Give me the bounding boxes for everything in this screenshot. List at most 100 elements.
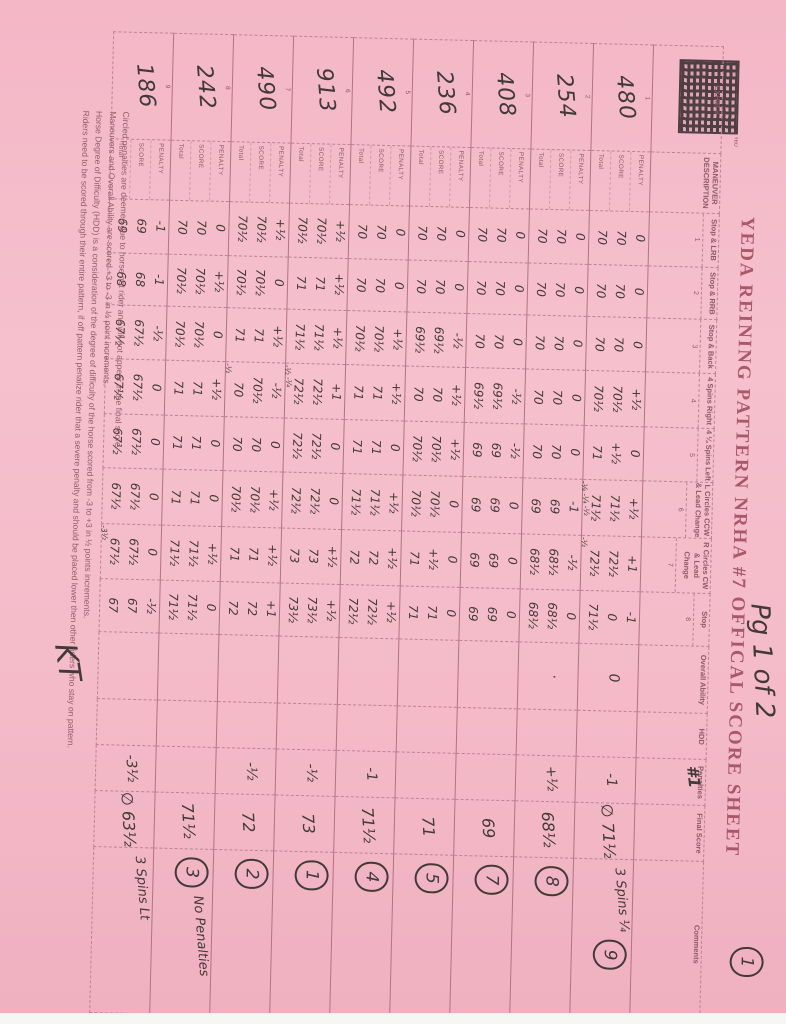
maneuver-4-score-cell: -½ 69½ 69½: [464, 367, 526, 425]
maneuver-7-score-cell: -½ 68½ 68½: [520, 533, 582, 591]
col-header-maneuver-1: Stop & LRB 1: [648, 211, 720, 268]
hdd-cell: [156, 700, 218, 748]
maneuver-5-score-cell: 0 72½ 72½: [282, 418, 345, 474]
sheet-title: YEDA REINING PATTERN NRHA #7 OFFICAL SCO…: [721, 216, 758, 858]
maneuver-6-score-cell: 0 69 69: [461, 476, 523, 534]
maneuver-1-score-cell: 0 70 70: [528, 208, 590, 264]
col-header-final-score: Final Score: [633, 803, 705, 862]
col-header-maneuver-description: MANEUVER DESCRIPTION: [649, 151, 721, 214]
maneuver-2-score-cell: +½ 71 71: [286, 256, 349, 311]
maneuver-3-score-cell: +½ 70½ 70½: [345, 310, 407, 367]
final-score-cell: 71½: [153, 792, 216, 850]
overall-ability-cell: [217, 634, 279, 704]
overall-ability-cell: [157, 632, 219, 702]
hdd-cell: [576, 710, 638, 759]
maneuver-1-score-cell: 0 70 70: [348, 204, 410, 260]
maneuver-4-score-cell: +½ 70½ 70½: [584, 370, 646, 427]
penalties-cell: -1: [335, 750, 397, 799]
col-header-maneuver-5: 4 ¼ Spins Left 5: [642, 426, 715, 483]
row-labels-cell: PENALTY SCORE Total: [469, 147, 531, 209]
col-header-maneuver-8: Stop 8: [638, 591, 711, 647]
maneuver-7-score-cell: +½ 73 73: [280, 527, 342, 585]
exhibitor-number-cell: 5 492: [350, 37, 414, 146]
maneuver-8-score-cell: 0 69 69: [458, 587, 521, 642]
maneuver-4-score-cell: -½ 70½ 70 -½: [224, 361, 286, 419]
maneuver-5-score-cell: 0 70 70: [222, 416, 285, 473]
row-labels-cell: PENALTY SCORE Total: [529, 148, 591, 211]
overall-ability-cell: 0: [577, 642, 639, 713]
col-header-hdd: HDD: [636, 712, 708, 760]
maneuver-3-score-cell: 0 70 70: [585, 316, 647, 373]
maneuver-8-score-cell: +½ 72½ 72½: [338, 584, 401, 639]
comments-cell: 7: [449, 855, 514, 1023]
hdd-cell: [396, 706, 458, 754]
maneuver-5-score-cell: 0 70 70: [522, 424, 585, 480]
maneuver-5-score-cell: 0 71 71: [342, 419, 405, 475]
maneuver-6-score-cell: 0 72½ 72½: [281, 472, 343, 530]
overall-ability-cell: [337, 637, 399, 707]
col-header-maneuver-6: L Circles CCW & Lead Change 6: [641, 480, 713, 539]
maneuver-5-score-cell: +½ 70½ 70½: [402, 421, 465, 477]
page-note: Pg 1 of 2: [744, 602, 780, 720]
col-header-maneuver-3: Stop & Back 3: [645, 318, 717, 374]
final-score-cell: 68½: [513, 801, 575, 859]
maneuver-6-score-cell: -1 69 69: [521, 477, 583, 536]
col-header-penalties: Penalties #1: [634, 758, 707, 806]
maneuver-3-score-cell: -½ 69½ 69½: [405, 312, 467, 368]
maneuver-7-score-cell: +½ 71 71: [220, 526, 282, 583]
maneuver-8-score-cell: 0 68½ 68½: [518, 588, 581, 643]
final-score-cell: 73: [273, 795, 336, 853]
maneuver-1-score-cell: 0 70 70: [168, 199, 230, 256]
maneuver-1-score-cell: +½ 70½ 70½: [228, 201, 290, 257]
maneuver-7-score-cell: 0 69 69: [460, 532, 522, 589]
hdd-cell: [336, 704, 398, 753]
hdd-cell: [516, 709, 578, 757]
exhibitor-number-cell: 8 242: [171, 33, 234, 142]
maneuver-4-score-cell: +1 72½ 72½ -½ -¼: [283, 363, 346, 420]
overall-ability-cell: [397, 638, 459, 708]
maneuver-1-score-cell: +½ 70½ 70½: [288, 202, 350, 259]
maneuver-8-score-cell: +1 72 72: [218, 581, 281, 636]
exhibitor-number-cell: 2 254: [530, 42, 594, 151]
maneuver-7-score-cell: +½ 71½ 71½: [160, 524, 222, 582]
row-labels-cell: PENALTY SCORE Total: [589, 150, 651, 212]
hdd-cell: [276, 703, 338, 751]
maneuver-8-score-cell: -1 0 71½: [578, 590, 641, 645]
maneuver-4-score-cell: +½ 70 70: [404, 366, 466, 423]
penalties-cell: [155, 746, 217, 794]
comments-cell: 1: [269, 851, 334, 1019]
maneuver-5-score-cell: -½ 69 69: [462, 422, 525, 478]
maneuver-6-score-cell: +½ 70½ 70½: [221, 470, 283, 528]
comments-cell: 4: [329, 852, 394, 1020]
hdd-cell: [216, 701, 278, 750]
maneuver-2-score-cell: 0 70 70: [346, 258, 409, 313]
penalties-cell: [395, 752, 457, 800]
maneuver-7-score-cell: 0 +½ 71: [400, 530, 462, 588]
row-labels-cell: PENALTY SCORE Total: [349, 144, 411, 206]
final-score-cell: ∅ 71½: [573, 802, 635, 860]
row-labels-cell: PENALTY SCORE Total: [409, 145, 471, 208]
maneuver-2-score-cell: +½ 70½ 70½: [166, 253, 229, 309]
row-labels-cell: PENALTY SCORE Total: [169, 139, 232, 202]
final-score-cell: 72: [213, 793, 276, 852]
maneuver-1-score-cell: 0 70 70: [468, 207, 530, 263]
row-labels-cell: PENALTY SCORE Total: [289, 142, 351, 205]
maneuver-6-score-cell: 0 71 71: [161, 469, 223, 527]
maneuver-2-score-cell: 0 70 70: [466, 261, 529, 316]
penalties-cell: -½: [275, 749, 337, 797]
maneuver-1-score-cell: 0 70 70: [408, 205, 470, 262]
row-labels-cell: PENALTY SCORE Total: [229, 141, 292, 203]
maneuver-5-score-cell: 0 +½ 71: [582, 425, 645, 481]
comments-cell: 2: [209, 849, 274, 1017]
maneuver-1-score-cell: 0 70 70: [588, 210, 650, 266]
exhibitor-number-cell: 1 480: [590, 43, 654, 152]
maneuver-2-score-cell: 0 70 70: [526, 262, 589, 317]
final-score-cell: 71: [393, 798, 456, 856]
maneuver-3-score-cell: +½ 71½ 71½: [285, 309, 347, 365]
col-header-comments: Comments: [629, 859, 704, 1024]
page-number-circled: 1: [729, 946, 764, 978]
comments-cell: 8: [509, 856, 574, 1024]
